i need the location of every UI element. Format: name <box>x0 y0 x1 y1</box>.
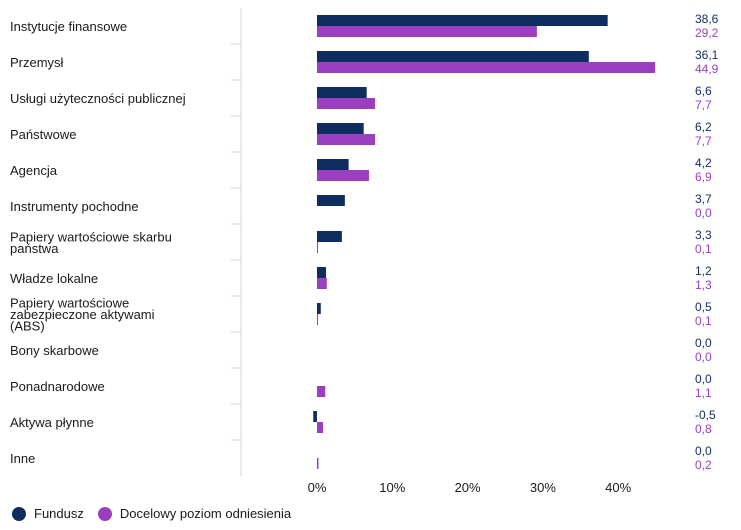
value-label-fund: -0,5 <box>695 408 716 422</box>
category-labels: Instytucje finansowe Przemysł Usługi użyte… <box>10 19 186 466</box>
bar-benchmark <box>317 170 369 181</box>
value-label-benchmark: 44,9 <box>695 62 719 76</box>
axis-separator <box>231 8 242 476</box>
bar-fund <box>317 15 608 26</box>
bar-fund <box>317 159 349 170</box>
value-label-fund: 0,0 <box>695 444 712 458</box>
category-label: Inne <box>10 451 35 466</box>
bar-fund <box>317 123 364 134</box>
category-label: Państwowe <box>10 127 76 142</box>
value-label-fund: 1,2 <box>695 264 712 278</box>
category-label: Usługi użyteczności publicznej <box>10 91 186 106</box>
bars <box>313 15 656 469</box>
value-label-fund: 38,6 <box>695 12 719 26</box>
value-label-fund: 3,3 <box>695 228 712 242</box>
bar-benchmark <box>317 386 326 397</box>
bar-benchmark <box>317 134 375 145</box>
legend-dot-fund-icon <box>12 506 26 521</box>
bar-fund <box>317 267 327 278</box>
value-label-benchmark: 0,0 <box>695 206 712 220</box>
x-tick-label: 30% <box>530 480 556 495</box>
value-label-fund: 6,6 <box>695 84 712 98</box>
legend-item-benchmark: Docelowy poziom odniesienia <box>97 506 292 521</box>
value-label-benchmark: 0,1 <box>695 314 712 328</box>
bar-benchmark <box>317 26 537 37</box>
category-label: Przemysł <box>10 55 64 70</box>
category-label: Instytucje finansowe <box>10 19 127 34</box>
bar-benchmark <box>317 98 375 109</box>
bar-fund <box>317 87 367 98</box>
x-tick-label: 10% <box>379 480 405 495</box>
value-label-benchmark: 1,3 <box>695 278 712 292</box>
category-label: Aktywa płynne <box>10 415 94 430</box>
category-label: Bony skarbowe <box>10 343 99 358</box>
category-label: Papiery wartościowe zabezpieczone aktywam… <box>10 296 155 334</box>
x-tick-label: 0% <box>308 480 327 495</box>
bar-benchmark <box>317 278 327 289</box>
x-tick-label: 20% <box>455 480 481 495</box>
bar-fund <box>317 195 345 206</box>
value-label-fund: 6,2 <box>695 120 712 134</box>
value-label-benchmark: 0,2 <box>695 458 712 472</box>
category-label: Ponadnarodowe <box>10 379 105 394</box>
value-label-fund: 36,1 <box>695 48 719 62</box>
value-label-fund: 0,5 <box>695 300 712 314</box>
bar-benchmark <box>317 458 319 469</box>
bar-fund <box>317 303 321 314</box>
bar-fund <box>313 411 317 422</box>
legend-label-benchmark: Docelowy poziom odniesienia <box>119 506 292 521</box>
bar-benchmark <box>317 314 318 325</box>
value-label-benchmark: 29,2 <box>695 26 719 40</box>
value-label-benchmark: 0,1 <box>695 242 712 256</box>
bar-chart: Instytucje finansowe Przemysł Usługi użyte… <box>10 8 719 495</box>
value-label-benchmark: 0,0 <box>695 350 712 364</box>
bar-fund <box>317 51 589 62</box>
legend-label-fund: Fundusz <box>34 506 84 521</box>
value-label-fund: 0,0 <box>695 372 712 386</box>
category-label: Agencja <box>10 163 58 178</box>
value-label-fund: 3,7 <box>695 192 712 206</box>
x-axis-ticks: 0% 10% 20% 30% 40% <box>308 480 632 495</box>
legend: Fundusz Docelowy poziom odniesienia <box>12 506 305 521</box>
value-label-fund: 0,0 <box>695 336 712 350</box>
value-label-fund: 4,2 <box>695 156 712 170</box>
legend-item-fund: Fundusz <box>12 506 84 521</box>
bar-benchmark <box>317 422 324 433</box>
category-label: Władze lokalne <box>10 271 98 286</box>
value-label-benchmark: 7,7 <box>695 98 712 112</box>
value-label-benchmark: 0,8 <box>695 422 712 436</box>
value-label-benchmark: 1,1 <box>695 386 712 400</box>
bar-benchmark <box>317 242 318 253</box>
x-tick-label: 40% <box>605 480 631 495</box>
category-label: Papiery wartościowe skarbu państwa <box>10 229 172 256</box>
value-label-benchmark: 6,9 <box>695 170 712 184</box>
value-labels: 38,629,236,144,96,67,76,27,74,26,93,70,0… <box>695 12 719 472</box>
bar-fund <box>317 231 342 242</box>
bar-benchmark <box>317 62 656 73</box>
category-label: Instrumenty pochodne <box>10 199 139 214</box>
value-label-benchmark: 7,7 <box>695 134 712 148</box>
legend-dot-benchmark-icon <box>97 506 112 521</box>
